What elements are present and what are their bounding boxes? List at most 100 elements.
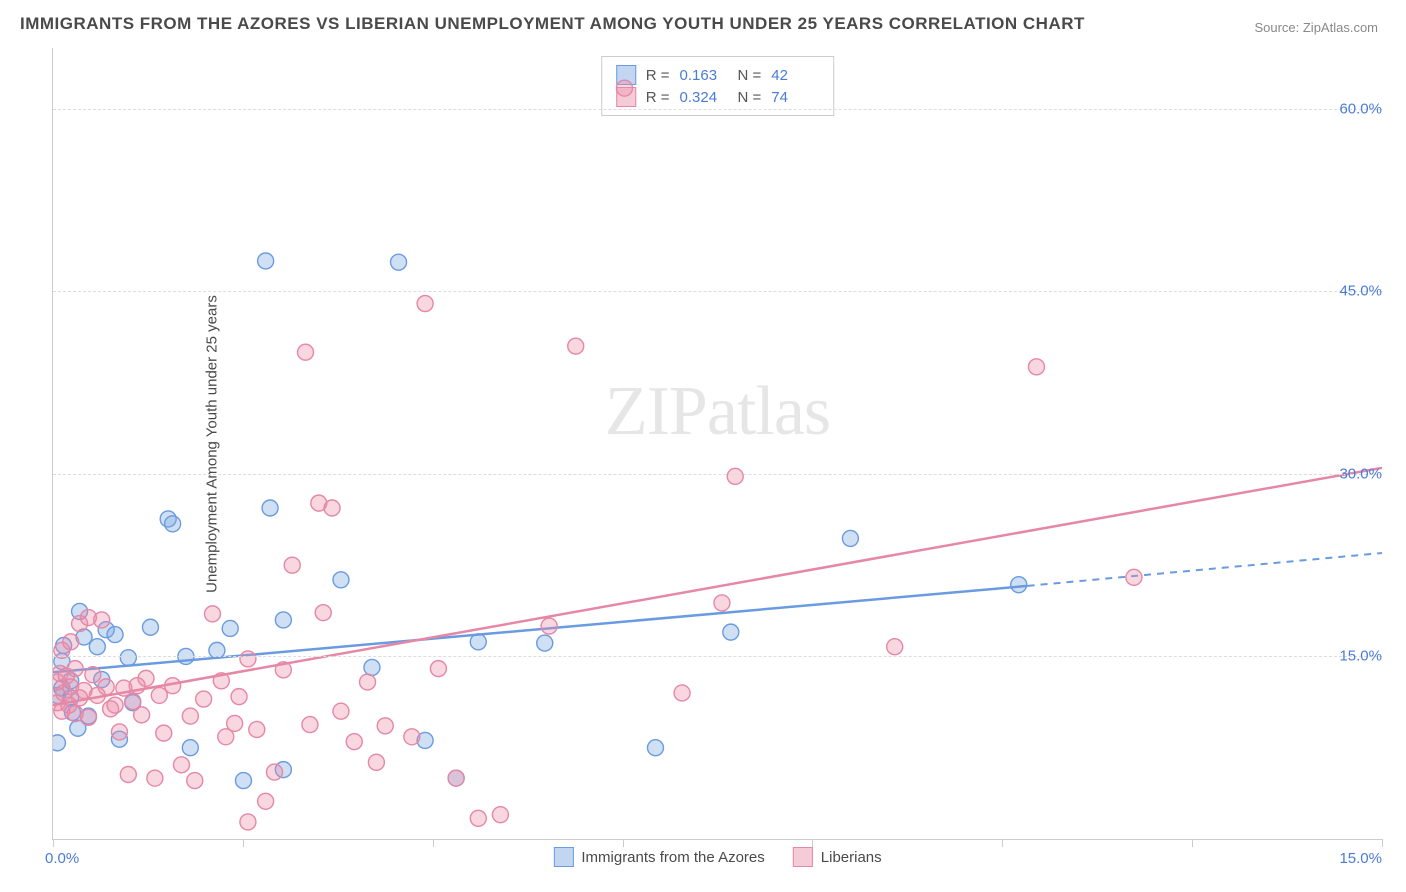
y-tick-label: 30.0%	[1339, 465, 1382, 482]
data-point-liberians	[360, 674, 376, 690]
data-point-liberians	[227, 715, 243, 731]
data-point-liberians	[151, 687, 167, 703]
data-point-azores	[235, 773, 251, 789]
grid-line	[53, 109, 1382, 110]
data-point-liberians	[85, 667, 101, 683]
data-point-azores	[222, 620, 238, 636]
swatch-blue-icon	[553, 847, 573, 867]
data-point-liberians	[182, 708, 198, 724]
data-point-liberians	[333, 703, 349, 719]
data-point-liberians	[492, 807, 508, 823]
legend-item: Liberians	[793, 847, 882, 867]
trend-line-azores	[53, 586, 1028, 672]
trend-line-ext-azores	[1028, 553, 1382, 586]
data-point-azores	[165, 516, 181, 532]
data-point-liberians	[430, 661, 446, 677]
data-point-liberians	[404, 729, 420, 745]
x-tick	[1382, 839, 1383, 847]
data-point-liberians	[98, 679, 114, 695]
data-point-liberians	[302, 717, 318, 733]
data-point-azores	[391, 254, 407, 270]
data-point-liberians	[470, 810, 486, 826]
data-point-liberians	[368, 754, 384, 770]
data-point-liberians	[120, 767, 136, 783]
data-point-liberians	[674, 685, 690, 701]
data-point-azores	[107, 627, 123, 643]
data-point-azores	[842, 530, 858, 546]
x-axis-min-label: 0.0%	[45, 850, 79, 867]
chart-title: IMMIGRANTS FROM THE AZORES VS LIBERIAN U…	[20, 14, 1085, 34]
data-point-azores	[723, 624, 739, 640]
data-point-azores	[53, 735, 65, 751]
swatch-pink-icon	[793, 847, 813, 867]
x-tick	[433, 839, 434, 847]
data-point-azores	[258, 253, 274, 269]
data-point-liberians	[231, 689, 247, 705]
data-point-liberians	[616, 80, 632, 96]
data-point-liberians	[727, 468, 743, 484]
x-tick	[623, 839, 624, 847]
source-label: Source: ZipAtlas.com	[1254, 20, 1378, 35]
data-point-azores	[89, 639, 105, 655]
data-point-liberians	[80, 709, 96, 725]
data-point-liberians	[249, 721, 265, 737]
x-tick	[812, 839, 813, 847]
data-point-liberians	[1028, 359, 1044, 375]
x-tick	[1192, 839, 1193, 847]
data-point-liberians	[196, 691, 212, 707]
data-point-azores	[262, 500, 278, 516]
data-point-liberians	[448, 770, 464, 786]
data-point-liberians	[111, 724, 127, 740]
y-tick-label: 60.0%	[1339, 100, 1382, 117]
data-point-liberians	[887, 639, 903, 655]
data-point-azores	[142, 619, 158, 635]
grid-line	[53, 474, 1382, 475]
y-tick-label: 15.0%	[1339, 648, 1382, 665]
data-point-liberians	[240, 814, 256, 830]
data-point-azores	[364, 659, 380, 675]
scatter-plot-svg	[53, 48, 1382, 839]
data-point-liberians	[204, 606, 220, 622]
grid-line	[53, 291, 1382, 292]
data-point-liberians	[298, 344, 314, 360]
data-point-liberians	[147, 770, 163, 786]
data-point-liberians	[284, 557, 300, 573]
data-point-liberians	[94, 612, 110, 628]
data-point-liberians	[63, 634, 79, 650]
data-point-liberians	[714, 595, 730, 611]
data-point-liberians	[417, 296, 433, 312]
chart-area: Unemployment Among Youth under 25 years …	[52, 48, 1382, 840]
data-point-liberians	[1126, 569, 1142, 585]
data-point-liberians	[187, 773, 203, 789]
data-point-azores	[120, 650, 136, 666]
data-point-liberians	[324, 500, 340, 516]
data-point-liberians	[568, 338, 584, 354]
data-point-liberians	[173, 757, 189, 773]
legend-series-label: Liberians	[821, 849, 882, 866]
data-point-liberians	[134, 707, 150, 723]
data-point-liberians	[541, 618, 557, 634]
data-point-liberians	[107, 697, 123, 713]
x-tick	[1002, 839, 1003, 847]
legend-series-label: Immigrants from the Azores	[581, 849, 764, 866]
data-point-liberians	[67, 661, 83, 677]
data-point-azores	[333, 572, 349, 588]
trend-line-liberians	[53, 468, 1382, 705]
data-point-liberians	[156, 725, 172, 741]
data-point-azores	[647, 740, 663, 756]
data-point-azores	[182, 740, 198, 756]
data-point-liberians	[346, 734, 362, 750]
data-point-liberians	[377, 718, 393, 734]
data-point-azores	[537, 635, 553, 651]
x-tick	[243, 839, 244, 847]
data-point-liberians	[138, 670, 154, 686]
data-point-liberians	[315, 605, 331, 621]
data-point-liberians	[267, 764, 283, 780]
y-tick-label: 45.0%	[1339, 283, 1382, 300]
data-point-liberians	[258, 793, 274, 809]
data-point-azores	[275, 612, 291, 628]
x-axis-max-label: 15.0%	[1339, 850, 1382, 867]
x-tick	[53, 839, 54, 847]
legend-series-box: Immigrants from the Azores Liberians	[553, 847, 881, 867]
grid-line	[53, 656, 1382, 657]
